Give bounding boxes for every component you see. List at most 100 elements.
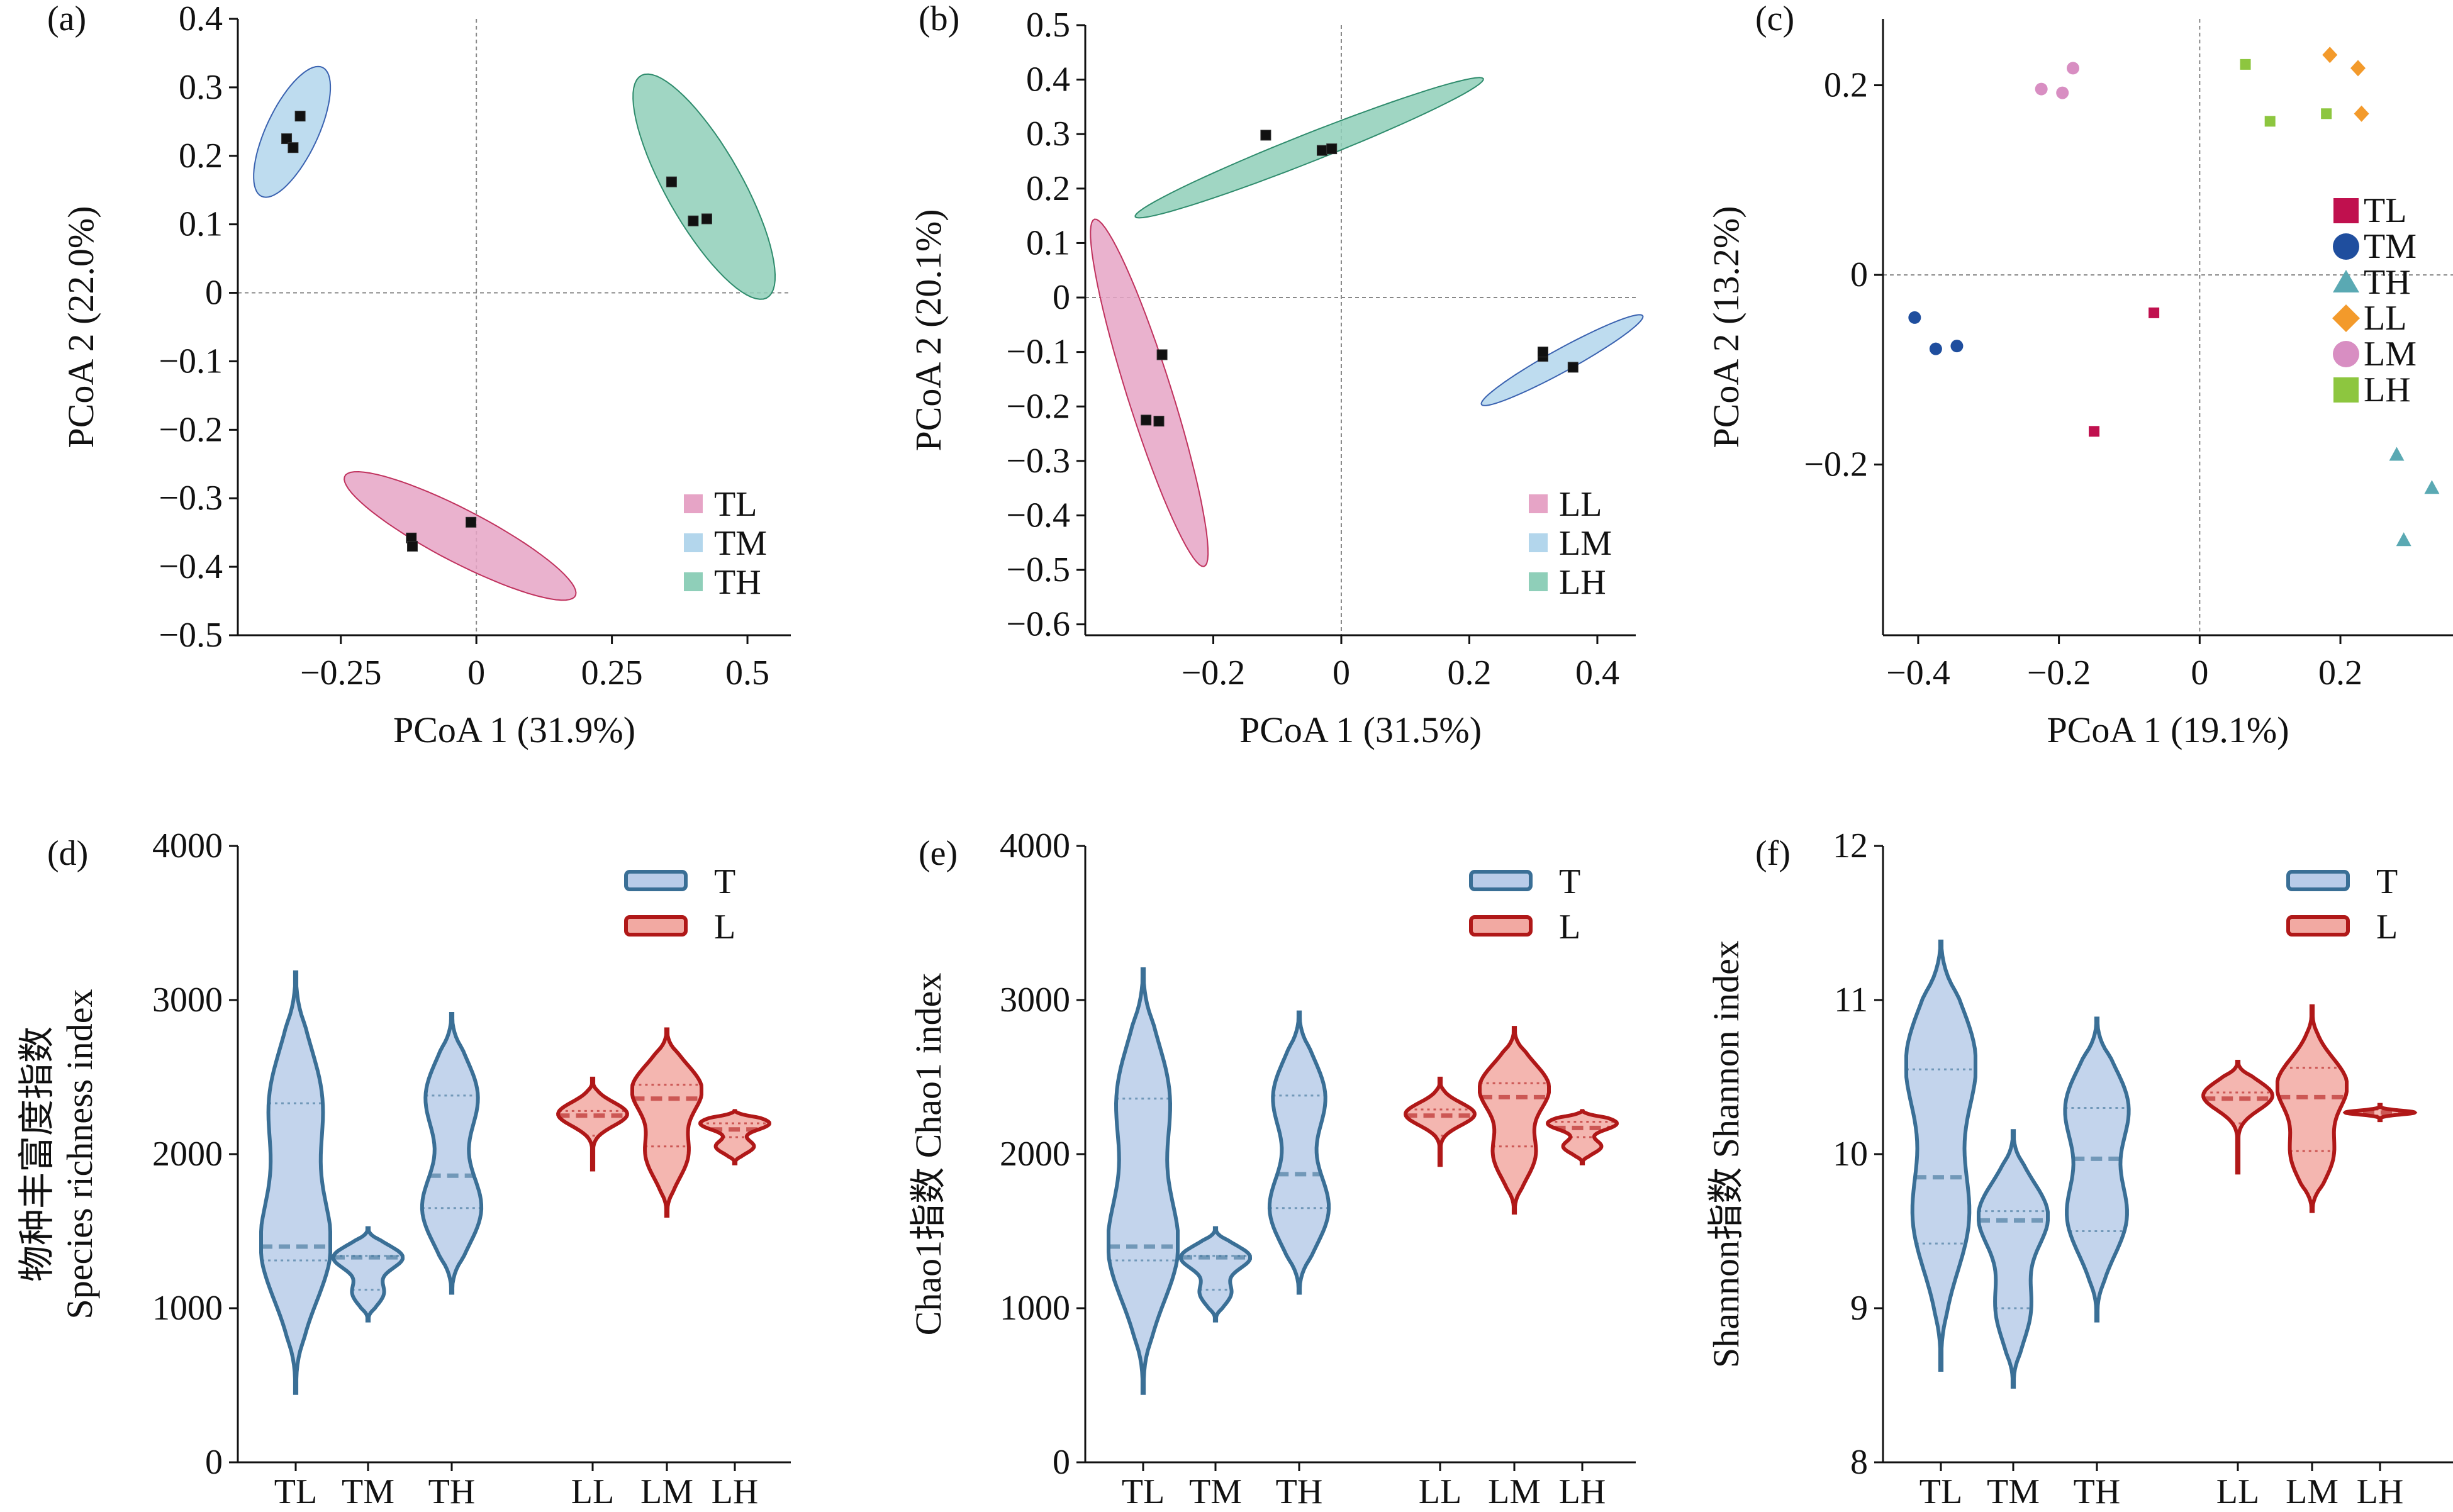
point-TL [2148, 307, 2160, 318]
legend-swatch-LH [1529, 572, 1548, 591]
x-tick-label: LM [2286, 1472, 2338, 1511]
violin-LH [698, 1109, 772, 1165]
x-tick-label: −0.2 [2027, 653, 2091, 692]
violin-LH [1545, 1109, 1619, 1165]
x-axis-title: PCoA 1 (31.9%) [393, 709, 635, 750]
point-LM [2035, 82, 2048, 96]
legend-swatch-LM [2333, 341, 2359, 367]
panel-0: (a) −0.25 0 0.25 0.5 −0.5 −0.4 −0.3 −0.2 −0.1 0 0.1… [47, 0, 791, 750]
panel-label: (c) [1755, 0, 1794, 38]
y-tick-label: 9 [1850, 1289, 1868, 1328]
legend-label: TM [2364, 227, 2417, 266]
y-tick-label: 2000 [152, 1135, 223, 1174]
panel-5: (f) TL TM TH LL LM LH 8 9 10 11 12 Shannon指数 Shannon… [1706, 826, 2453, 1511]
violin-TL [1107, 967, 1180, 1395]
point-TM [281, 133, 293, 145]
point-LL [2322, 47, 2338, 64]
legend-swatch-T [624, 870, 688, 891]
point-LH [1316, 145, 1327, 156]
violin-LM [2276, 1004, 2349, 1213]
y-tick-label: 8 [1850, 1443, 1868, 1482]
point-LM [2056, 86, 2069, 99]
legend-label: LL [2364, 299, 2406, 338]
legend-label: L [2376, 908, 2398, 947]
legend-swatch-TH [684, 572, 703, 591]
panel-3: (d) TL TM TH LL LM LH 0 1000 2000 3000 4000 物种丰富度指数 S… [16, 826, 791, 1511]
point-LH [2321, 108, 2332, 120]
legend-label: TH [2364, 263, 2411, 302]
violin-LH [2342, 1103, 2418, 1123]
x-tick-label: LL [1419, 1472, 1461, 1511]
x-tick-label: TH [428, 1472, 476, 1511]
panel-label: (a) [47, 0, 86, 38]
legend-label: TL [714, 485, 757, 524]
x-tick-label: −0.25 [300, 653, 382, 692]
x-tick-label: LM [1488, 1472, 1541, 1511]
y-tick-label: 0 [205, 274, 223, 313]
point-TH [2396, 532, 2411, 547]
legend-label: TM [714, 524, 767, 563]
point-TM [1908, 311, 1921, 324]
point-LM [1567, 362, 1579, 373]
legend-swatch-TM [2333, 233, 2359, 260]
point-LM [2067, 62, 2079, 75]
panel-label: (b) [919, 0, 959, 38]
point-TM [294, 111, 306, 122]
y-tick-label: 0.5 [1026, 6, 1070, 45]
y-tick-label: −0.5 [1006, 550, 1070, 589]
legend-label: T [1559, 862, 1580, 901]
violin-TH [420, 1012, 484, 1295]
y-tick-label: 4000 [1000, 826, 1070, 865]
y-axis-title: PCoA 2 (20.1%) [908, 209, 949, 451]
panel-4: (e) TL TM TH LL LM LH 0 1000 2000 3000 4000 Chao1指数 … [908, 826, 1636, 1511]
x-tick-label: 0.5 [725, 653, 769, 692]
legend-swatch-L [624, 915, 688, 937]
point-TL [406, 540, 418, 552]
x-tick-label: 0 [1333, 653, 1350, 692]
point-LH [1260, 130, 1271, 141]
y-tick-label: 0.2 [1026, 169, 1070, 208]
y-tick-label: −0.6 [1006, 605, 1070, 644]
point-LL [1153, 416, 1165, 427]
legend-swatch-L [1469, 915, 1533, 937]
x-tick-label: 0 [467, 653, 485, 692]
y-tick-label: −0.1 [1006, 333, 1070, 372]
y-tick-label: 0.3 [179, 68, 223, 107]
ellipse-TH [632, 73, 776, 300]
point-TH [688, 215, 699, 226]
legend-label: L [714, 908, 735, 947]
panel-label: (f) [1755, 834, 1791, 873]
y-axis-title: PCoA 2 (22.0%) [60, 206, 101, 448]
legend-label: LH [1559, 563, 1606, 602]
legend-swatch-TL [2333, 198, 2359, 223]
point-TH [2424, 480, 2440, 494]
x-tick-label: TM [342, 1472, 394, 1511]
point-LL [1141, 414, 1152, 426]
y-tick-label: 3000 [152, 981, 223, 1020]
y-tick-label: −0.4 [1006, 496, 1070, 535]
y-tick-label: 0.4 [1026, 60, 1070, 99]
panel-label: (e) [919, 834, 958, 873]
point-TH [2389, 447, 2405, 461]
x-tick-label: LH [1559, 1472, 1606, 1511]
panel-1: (b) −0.2 0 0.2 0.4 −0.6 −0.5 −0.4 −0.3 −0.2 −0.1 0 0… [908, 0, 1644, 750]
y-axis-title: Chao1指数 Chao1 index [908, 973, 949, 1336]
legend-label: T [2376, 862, 2398, 901]
point-LL [2354, 105, 2369, 122]
legend-swatch-LH [2333, 377, 2359, 403]
legend-label: LM [1559, 524, 1612, 563]
y-tick-label: 1000 [1000, 1289, 1070, 1328]
x-tick-label: LM [640, 1472, 693, 1511]
point-LH [2240, 58, 2251, 70]
point-LH [1326, 143, 1338, 155]
y-tick-label: 0.3 [1026, 114, 1070, 153]
violin-TH [2063, 1016, 2131, 1323]
violin-LM [630, 1027, 703, 1218]
violin-TL [1904, 939, 1977, 1372]
y-tick-label: 0.1 [1026, 223, 1070, 262]
violin-LL [1404, 1076, 1477, 1167]
y-tick-label: 4000 [152, 826, 223, 865]
ellipse-LM [1480, 314, 1644, 406]
y-tick-label: −0.2 [159, 410, 223, 449]
